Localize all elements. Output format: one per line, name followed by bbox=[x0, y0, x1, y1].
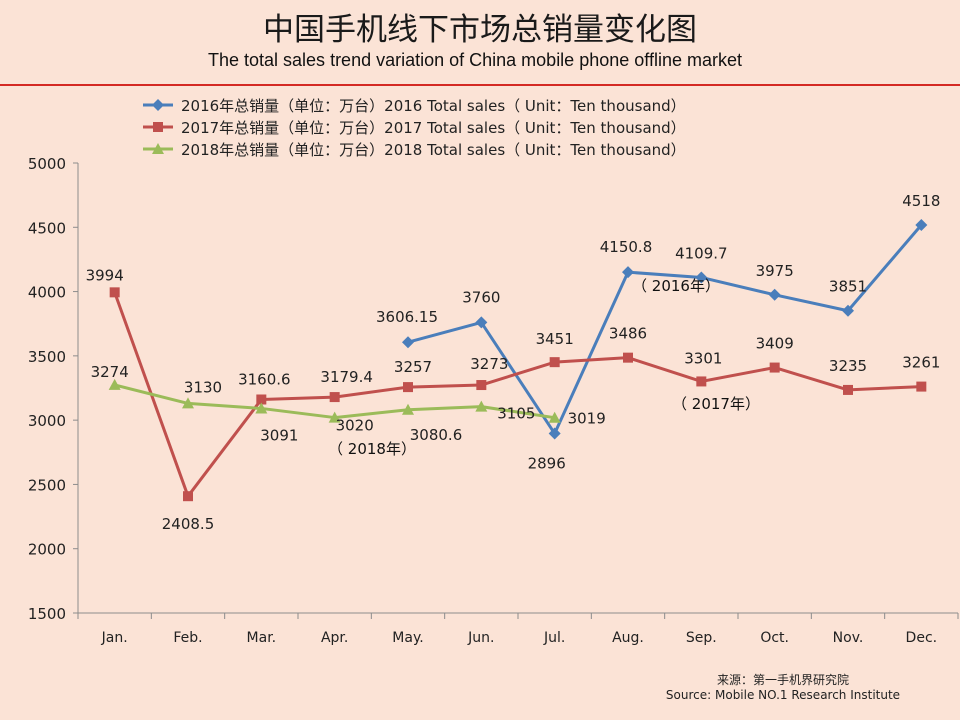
data-point bbox=[255, 402, 268, 414]
data-point bbox=[256, 394, 267, 405]
series-annotation: （ 2016年） bbox=[632, 277, 720, 295]
data-label: 3091 bbox=[260, 426, 298, 444]
data-label: 3080.6 bbox=[410, 426, 463, 444]
data-label: 3274 bbox=[91, 363, 129, 381]
data-label: 3486 bbox=[609, 325, 647, 343]
data-label: 3606.15 bbox=[376, 308, 438, 326]
y-tick-label: 2000 bbox=[28, 541, 66, 559]
data-point bbox=[696, 376, 707, 387]
data-label: 3851 bbox=[829, 278, 867, 296]
data-label: 3760 bbox=[462, 288, 500, 306]
data-label: 3451 bbox=[536, 330, 574, 348]
data-point bbox=[108, 378, 121, 390]
data-label: 3273 bbox=[470, 355, 508, 373]
data-label: 3257 bbox=[394, 358, 432, 376]
data-point bbox=[403, 382, 413, 393]
x-tick-label: Mar. bbox=[247, 630, 277, 646]
data-point bbox=[915, 218, 928, 231]
data-point bbox=[549, 357, 560, 368]
y-tick-label: 2500 bbox=[28, 476, 66, 494]
data-label: 3975 bbox=[756, 262, 794, 280]
source-en: Source: Mobile NO.1 Research Institute bbox=[665, 688, 901, 702]
x-tick-label: May. bbox=[392, 630, 423, 646]
y-tick-label: 4500 bbox=[28, 219, 66, 237]
x-tick-label: Apr. bbox=[321, 630, 348, 646]
data-label: 3261 bbox=[902, 354, 940, 372]
legend-entry: 2016年总销量（单位：万台）2016 Total sales（ Unit：Te… bbox=[181, 97, 686, 115]
data-point bbox=[548, 427, 561, 440]
data-label: 2896 bbox=[528, 455, 566, 473]
data-point bbox=[768, 288, 781, 301]
data-point bbox=[183, 491, 193, 502]
data-label: 4109.7 bbox=[675, 244, 728, 262]
data-point bbox=[476, 380, 487, 391]
series-line-1 bbox=[113, 291, 922, 498]
source-cn: 来源：第一手机界研究院 bbox=[716, 673, 849, 687]
data-label: 3301 bbox=[684, 349, 722, 367]
data-point bbox=[475, 316, 488, 329]
data-point bbox=[622, 266, 634, 279]
data-point bbox=[402, 336, 414, 349]
data-point bbox=[329, 392, 340, 403]
data-label: 2408.5 bbox=[162, 515, 215, 533]
data-point bbox=[548, 411, 561, 423]
data-point bbox=[843, 384, 853, 395]
x-tick-label: Jun. bbox=[467, 630, 494, 646]
x-tick-label: Oct. bbox=[760, 630, 789, 646]
legend-marker bbox=[153, 122, 163, 132]
y-tick-label: 4000 bbox=[28, 284, 66, 302]
legend-marker bbox=[152, 143, 164, 154]
y-tick-label: 3500 bbox=[28, 348, 66, 366]
y-tick-label: 5000 bbox=[28, 155, 66, 173]
data-label: 3179.4 bbox=[320, 368, 373, 386]
data-label: 3994 bbox=[86, 266, 124, 284]
legend-entry: 2017年总销量（单位：万台）2017 Total sales（ Unit：Te… bbox=[181, 119, 686, 137]
legend-marker bbox=[152, 99, 164, 111]
data-point bbox=[109, 287, 120, 298]
series-annotation: （ 2017年） bbox=[672, 395, 760, 413]
series-line-0 bbox=[407, 223, 923, 436]
data-label: 4518 bbox=[902, 192, 940, 210]
data-point bbox=[769, 362, 780, 373]
x-tick-label: Aug. bbox=[612, 630, 644, 646]
data-point bbox=[842, 304, 854, 317]
data-label: 3409 bbox=[756, 335, 794, 353]
data-point bbox=[328, 411, 341, 423]
legend-entry: 2018年总销量（单位：万台）2018 Total sales（ Unit：Te… bbox=[181, 141, 686, 159]
x-tick-label: Jan. bbox=[101, 630, 128, 646]
data-label: 3020 bbox=[336, 417, 374, 435]
data-point bbox=[623, 352, 633, 363]
data-label: 3235 bbox=[829, 357, 867, 375]
data-label: 3019 bbox=[568, 410, 606, 428]
x-tick-label: Sep. bbox=[686, 630, 717, 646]
data-point bbox=[182, 397, 194, 409]
data-point bbox=[475, 400, 488, 412]
chart-title: 中国手机线下市场总销量变化图 bbox=[263, 12, 697, 48]
data-label: 3160.6 bbox=[238, 370, 291, 388]
title-divider bbox=[0, 84, 960, 86]
chart-subtitle: The total sales trend variation of China… bbox=[208, 50, 742, 70]
x-tick-label: Dec. bbox=[906, 630, 938, 646]
series-annotation: （ 2018年） bbox=[328, 440, 416, 458]
x-tick-label: Nov. bbox=[833, 630, 864, 646]
x-tick-label: Jul. bbox=[543, 630, 565, 646]
data-label: 4150.8 bbox=[600, 238, 653, 256]
data-point bbox=[695, 271, 708, 284]
x-tick-label: Feb. bbox=[173, 630, 202, 646]
y-tick-label: 3000 bbox=[28, 412, 66, 430]
data-label: 3130 bbox=[184, 378, 222, 396]
data-point bbox=[916, 381, 927, 392]
data-point bbox=[402, 403, 414, 415]
data-label: 3105 bbox=[497, 405, 535, 423]
y-tick-label: 1500 bbox=[28, 605, 66, 623]
